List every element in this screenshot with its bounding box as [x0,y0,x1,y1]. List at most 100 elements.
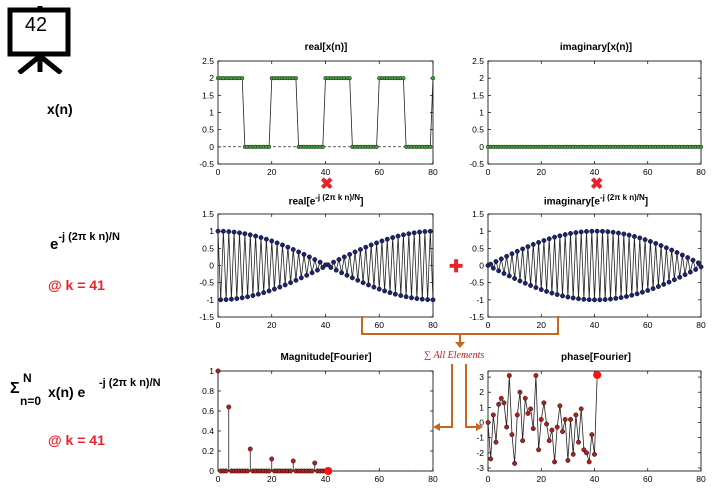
sum-all-elements-label: ∑ All Elements [424,350,485,361]
data-point [655,284,661,289]
data-point [352,249,358,255]
data-point [242,231,248,237]
data-point [293,277,299,283]
data-point [250,293,256,299]
data-point [546,438,552,444]
data-point [312,257,318,262]
data-point [280,242,285,248]
data-point [690,257,696,263]
data-point [493,439,499,445]
data-point [371,284,377,290]
data-point [485,420,491,425]
data-point [263,236,269,242]
y-tick-label: 0.5 [202,243,214,253]
data-point [401,76,406,81]
data-point [698,264,704,270]
data-point [608,296,613,302]
data-point [349,275,355,281]
data-point [333,267,339,273]
data-point [403,294,409,300]
data-point [306,254,312,260]
data-point [530,426,536,432]
data-point [504,253,510,259]
data-point [586,459,592,465]
data-point [406,231,412,237]
data-point [520,438,526,444]
y-tick-label: -1.5 [469,312,484,322]
title-magnitude: Magnitude[Fourier] [280,352,372,363]
y-tick-label: 2.5 [472,56,484,66]
data-point [223,468,229,474]
data-point [509,251,515,257]
data-point [597,297,603,303]
y-tick-label: 0.6 [202,406,214,416]
data-point [414,296,420,302]
data-point [430,76,436,81]
data-point [525,244,531,250]
data-point [517,278,523,284]
multiply-icon: ✖ [590,176,604,193]
data-point [549,290,555,296]
y-tick-label: 1.5 [472,90,484,100]
data-point [536,447,542,453]
y-tick-label: -0.5 [199,159,214,169]
data-point [336,257,342,262]
plot-real-x: -0.500.511.522.50 20 40 60 80 [199,56,438,177]
sum-upper-limit: N [23,371,32,385]
data-point [554,292,560,297]
data-point [298,275,304,281]
data-point [498,395,504,401]
y-tick-label: 1 [209,226,214,236]
title-imag-e-post: ] [644,196,649,208]
data-point [512,460,518,466]
x-tick-label: 40 [321,474,331,484]
data-point [488,261,494,267]
y-tick-label: 0 [479,418,484,428]
data-point [239,295,245,301]
data-point [347,251,353,257]
data-point [245,294,251,300]
data-point [674,250,680,255]
data-point [245,468,251,474]
data-point [600,228,605,234]
y-tick-label: 1 [479,226,484,236]
x-tick-label: 20 [267,167,277,177]
x-tick-label: 0 [486,320,491,330]
data-point [538,287,544,292]
data-point [320,144,325,149]
data-point [565,457,571,463]
x-tick-label: 20 [537,474,547,484]
x-tick-label: 0 [216,167,221,177]
data-point [594,228,600,234]
data-point [663,245,669,251]
highlight-point [324,467,333,475]
data-point [309,270,315,276]
data-point [541,238,547,243]
data-point [557,233,563,239]
y-tick-label: 2 [479,387,484,397]
data-point [533,285,539,291]
data-point [347,76,352,81]
exp-superscript: -j (2π k n)/N [58,231,120,243]
row-label-exponential: e-j (2π k n)/N [50,231,120,253]
y-tick-label: 0 [479,261,484,271]
title-imag-x: imaginary[x(n)] [559,42,633,53]
series-line [487,374,598,464]
data-point [576,439,581,445]
data-point [488,456,494,462]
y-tick-label: 0.5 [472,243,484,253]
data-point [428,144,433,149]
data-point [653,240,659,246]
data-point [506,273,512,279]
data-point [395,233,401,239]
data-point [522,280,528,286]
data-point [562,232,568,237]
data-point [557,403,563,409]
data-point [658,243,664,248]
data-point [309,468,315,474]
data-point [573,412,579,418]
data-point [631,234,637,239]
data-point [215,228,221,234]
data-point [562,417,568,422]
title-imag-e: imaginary[e-j (2π k n)/N] [490,193,702,207]
